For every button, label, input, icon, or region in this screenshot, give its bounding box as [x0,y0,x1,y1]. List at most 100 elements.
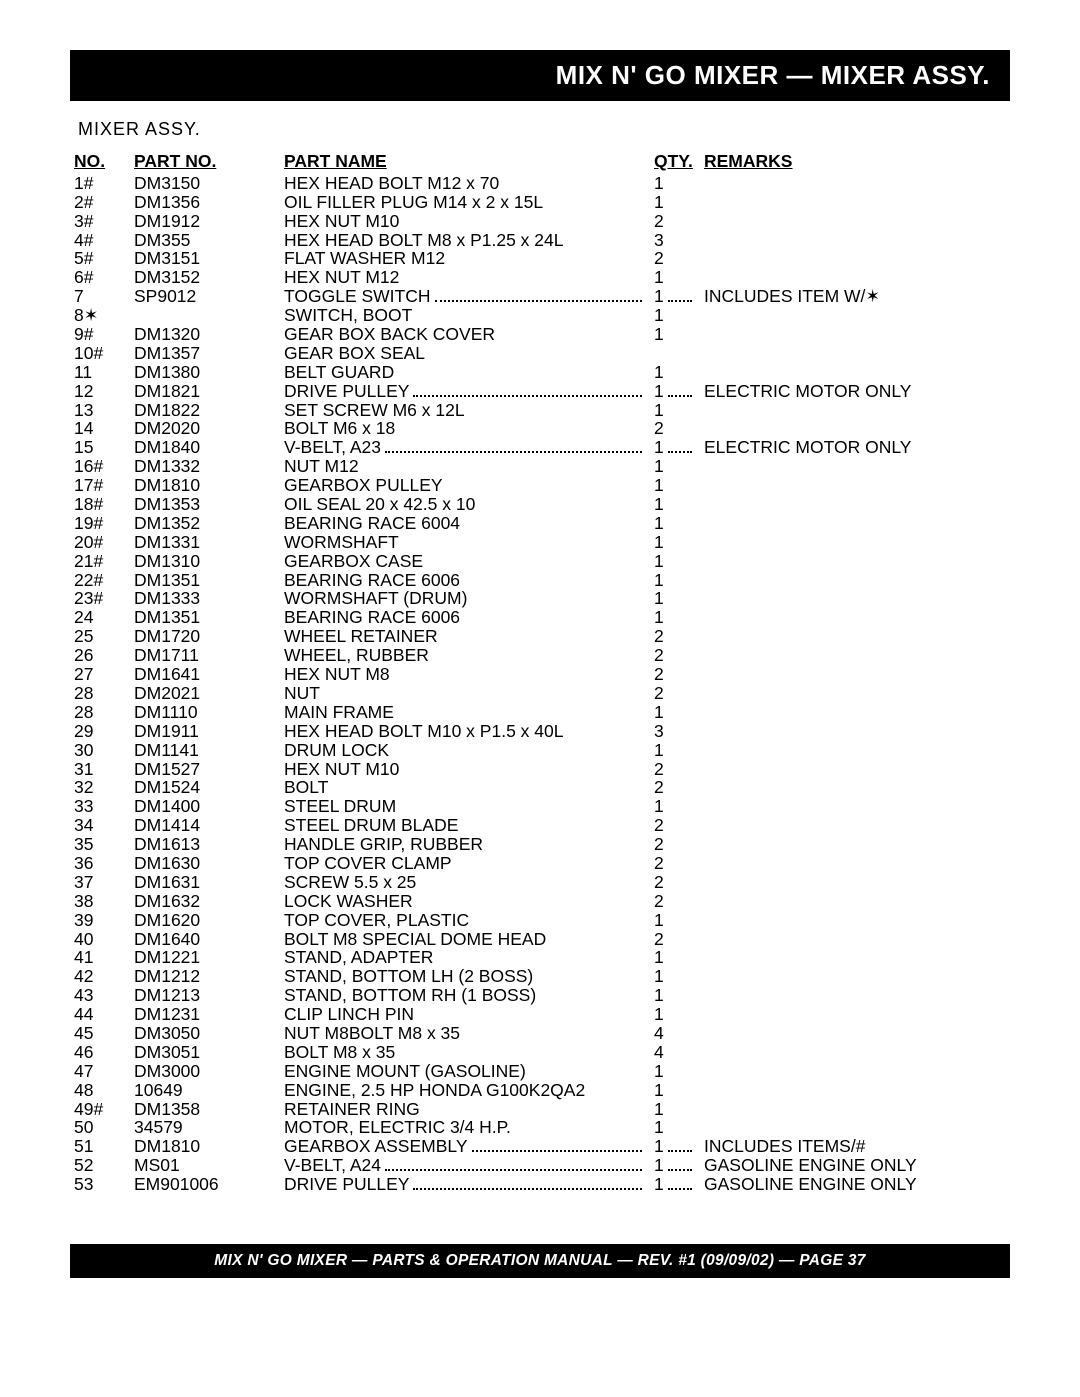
cell-partno: DM1524 [130,778,280,797]
cell-remarks [700,344,1010,363]
cell-partno: DM1711 [130,646,280,665]
cell-qty: 1 [650,552,700,571]
cell-partno: DM1353 [130,495,280,514]
col-header-no: NO. [70,150,130,174]
table-row: 53EM901006DRIVE PULLEY1GASOLINE ENGINE O… [70,1175,1010,1194]
cell-qty: 2 [650,627,700,646]
cell-remarks [700,797,1010,816]
cell-no: 22# [70,571,130,590]
cell-qty: 1 [650,986,700,1005]
cell-qty: 1 [650,457,700,476]
table-row: 41DM1221STAND, ADAPTER1 [70,948,1010,967]
cell-remarks [700,854,1010,873]
cell-remarks: GASOLINE ENGINE ONLY [700,1156,1010,1175]
cell-name: BEARING RACE 6006 [280,571,650,590]
cell-no: 46 [70,1043,130,1062]
table-row: 27DM1641HEX NUT M82 [70,665,1010,684]
cell-name: BOLT M8 SPECIAL DOME HEAD [280,930,650,949]
cell-remarks [700,722,1010,741]
cell-remarks [700,1043,1010,1062]
cell-no: 5# [70,249,130,268]
cell-qty: 1 [650,1081,700,1100]
table-row: 29DM1911HEX HEAD BOLT M10 x P1.5 x 40L3 [70,722,1010,741]
table-row: 12DM1821DRIVE PULLEY1ELECTRIC MOTOR ONLY [70,382,1010,401]
cell-partno: DM1630 [130,854,280,873]
cell-partno: DM1821 [130,382,280,401]
cell-no: 17# [70,476,130,495]
cell-partno: DM1414 [130,816,280,835]
cell-qty: 1 [650,174,700,193]
cell-qty: 1 [650,1156,700,1175]
cell-no: 48 [70,1081,130,1100]
cell-partno: DM1231 [130,1005,280,1024]
col-header-name: PART NAME [280,150,650,174]
cell-name: SWITCH, BOOT [280,306,650,325]
cell-remarks [700,552,1010,571]
cell-qty: 1 [650,797,700,816]
cell-remarks [700,476,1010,495]
cell-no: 38 [70,892,130,911]
cell-partno: DM1380 [130,363,280,382]
cell-no: 28 [70,703,130,722]
cell-name: BOLT [280,778,650,797]
cell-partno: DM1641 [130,665,280,684]
cell-qty: 2 [650,212,700,231]
cell-name: V-BELT, A23 [280,438,650,457]
cell-remarks [700,419,1010,438]
cell-qty: 4 [650,1024,700,1043]
cell-partno: DM1822 [130,401,280,420]
cell-remarks [700,835,1010,854]
cell-name: MOTOR, ELECTRIC 3/4 H.P. [280,1118,650,1137]
cell-remarks [700,1024,1010,1043]
table-row: 18#DM1353OIL SEAL 20 x 42.5 x 101 [70,495,1010,514]
cell-name: DRIVE PULLEY [280,382,650,401]
cell-partno: DM1810 [130,476,280,495]
cell-no: 49# [70,1100,130,1119]
cell-qty: 1 [650,571,700,590]
cell-name: STAND, ADAPTER [280,948,650,967]
cell-name: HEX NUT M10 [280,760,650,779]
cell-qty: 1 [650,948,700,967]
cell-remarks [700,930,1010,949]
cell-remarks [700,174,1010,193]
cell-name: HEX NUT M8 [280,665,650,684]
page-title-bar: MIX N' GO MIXER — MIXER ASSY. [70,50,1010,101]
cell-qty: 1 [650,495,700,514]
table-row: 28DM1110MAIN FRAME1 [70,703,1010,722]
cell-partno: DM1911 [130,722,280,741]
cell-no: 14 [70,419,130,438]
cell-no: 3# [70,212,130,231]
cell-remarks [700,212,1010,231]
page-footer-bar: MIX N' GO MIXER — PARTS & OPERATION MANU… [70,1244,1010,1278]
cell-no: 52 [70,1156,130,1175]
cell-no: 35 [70,835,130,854]
cell-remarks [700,514,1010,533]
cell-name: BOLT M6 x 18 [280,419,650,438]
cell-name: HEX NUT M12 [280,268,650,287]
cell-no: 45 [70,1024,130,1043]
parts-table: NO. PART NO. PART NAME QTY. REMARKS 1#DM… [70,150,1010,1194]
cell-remarks [700,892,1010,911]
cell-name: GEARBOX ASSEMBLY [280,1137,650,1156]
cell-no: 33 [70,797,130,816]
cell-name: HEX HEAD BOLT M8 x P1.25 x 24L [280,231,650,250]
cell-partno: DM1212 [130,967,280,986]
cell-qty: 1 [650,533,700,552]
cell-remarks [700,1005,1010,1024]
cell-no: 32 [70,778,130,797]
table-row: 3#DM1912HEX NUT M102 [70,212,1010,231]
cell-name: BEARING RACE 6004 [280,514,650,533]
cell-no: 8✶ [70,306,130,325]
cell-partno: EM901006 [130,1175,280,1194]
table-row: 5034579MOTOR, ELECTRIC 3/4 H.P.1 [70,1118,1010,1137]
cell-partno: DM1333 [130,589,280,608]
cell-remarks [700,249,1010,268]
footer-text: MIX N' GO MIXER — PARTS & OPERATION MANU… [214,1252,865,1269]
cell-qty: 1 [650,1118,700,1137]
table-row: 51DM1810GEARBOX ASSEMBLY1INCLUDES ITEMS/… [70,1137,1010,1156]
cell-qty: 2 [650,665,700,684]
cell-partno: DM1620 [130,911,280,930]
cell-no: 28 [70,684,130,703]
cell-remarks [700,1062,1010,1081]
table-row: 14DM2020BOLT M6 x 182 [70,419,1010,438]
